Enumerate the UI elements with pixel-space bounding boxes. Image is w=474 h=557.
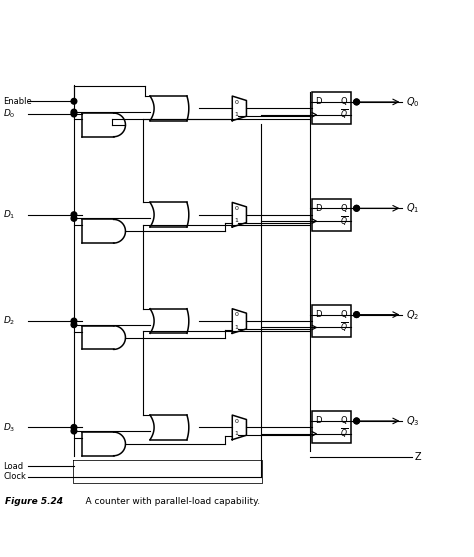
Bar xyxy=(312,199,351,231)
Circle shape xyxy=(354,312,359,317)
Circle shape xyxy=(71,322,77,328)
Circle shape xyxy=(71,99,77,104)
Text: Load: Load xyxy=(3,462,23,471)
Text: Q: Q xyxy=(341,310,347,319)
Text: A counter with parallel-load capability.: A counter with parallel-load capability. xyxy=(74,497,260,506)
Bar xyxy=(312,411,351,443)
Text: 0: 0 xyxy=(234,419,238,424)
Circle shape xyxy=(354,312,359,317)
Bar xyxy=(312,92,351,124)
Text: 1: 1 xyxy=(234,218,238,223)
Text: $Q_0$: $Q_0$ xyxy=(406,95,420,109)
Text: $Q_3$: $Q_3$ xyxy=(406,414,419,428)
Circle shape xyxy=(71,109,77,115)
Text: Q: Q xyxy=(341,97,347,106)
Text: D: D xyxy=(316,97,322,106)
Circle shape xyxy=(354,418,359,424)
Text: Z: Z xyxy=(414,452,421,462)
Text: Enable: Enable xyxy=(3,97,32,106)
Circle shape xyxy=(71,216,77,221)
Circle shape xyxy=(71,212,77,218)
Text: $\overline{Q}$: $\overline{Q}$ xyxy=(339,214,347,228)
Text: $D_3$: $D_3$ xyxy=(3,421,16,433)
Text: 0: 0 xyxy=(234,206,238,211)
Circle shape xyxy=(71,111,77,117)
Text: Q: Q xyxy=(341,417,347,426)
Text: D: D xyxy=(316,204,322,213)
Text: $D_0$: $D_0$ xyxy=(3,108,16,120)
Circle shape xyxy=(354,418,359,424)
Circle shape xyxy=(354,206,359,211)
Bar xyxy=(312,305,351,337)
Circle shape xyxy=(354,99,359,105)
Text: 1: 1 xyxy=(234,112,238,117)
Circle shape xyxy=(354,99,359,105)
Circle shape xyxy=(71,428,77,434)
Text: $Q_2$: $Q_2$ xyxy=(406,307,419,321)
Text: Figure 5.24: Figure 5.24 xyxy=(5,497,64,506)
Text: Clock: Clock xyxy=(3,472,26,481)
Text: 0: 0 xyxy=(234,312,238,317)
Text: $\overline{Q}$: $\overline{Q}$ xyxy=(339,108,347,121)
Text: $D_1$: $D_1$ xyxy=(3,208,16,221)
Text: $D_2$: $D_2$ xyxy=(3,315,15,328)
Text: D: D xyxy=(316,310,322,319)
Circle shape xyxy=(71,424,77,430)
Text: Q: Q xyxy=(341,204,347,213)
Text: $\overline{Q}$: $\overline{Q}$ xyxy=(339,321,347,334)
Text: D: D xyxy=(316,417,322,426)
Text: 1: 1 xyxy=(234,431,238,436)
Text: $Q_1$: $Q_1$ xyxy=(406,202,419,215)
Circle shape xyxy=(354,206,359,211)
Text: 0: 0 xyxy=(234,100,238,105)
Text: 1: 1 xyxy=(234,325,238,330)
Circle shape xyxy=(71,318,77,324)
Text: $\overline{Q}$: $\overline{Q}$ xyxy=(339,427,347,441)
